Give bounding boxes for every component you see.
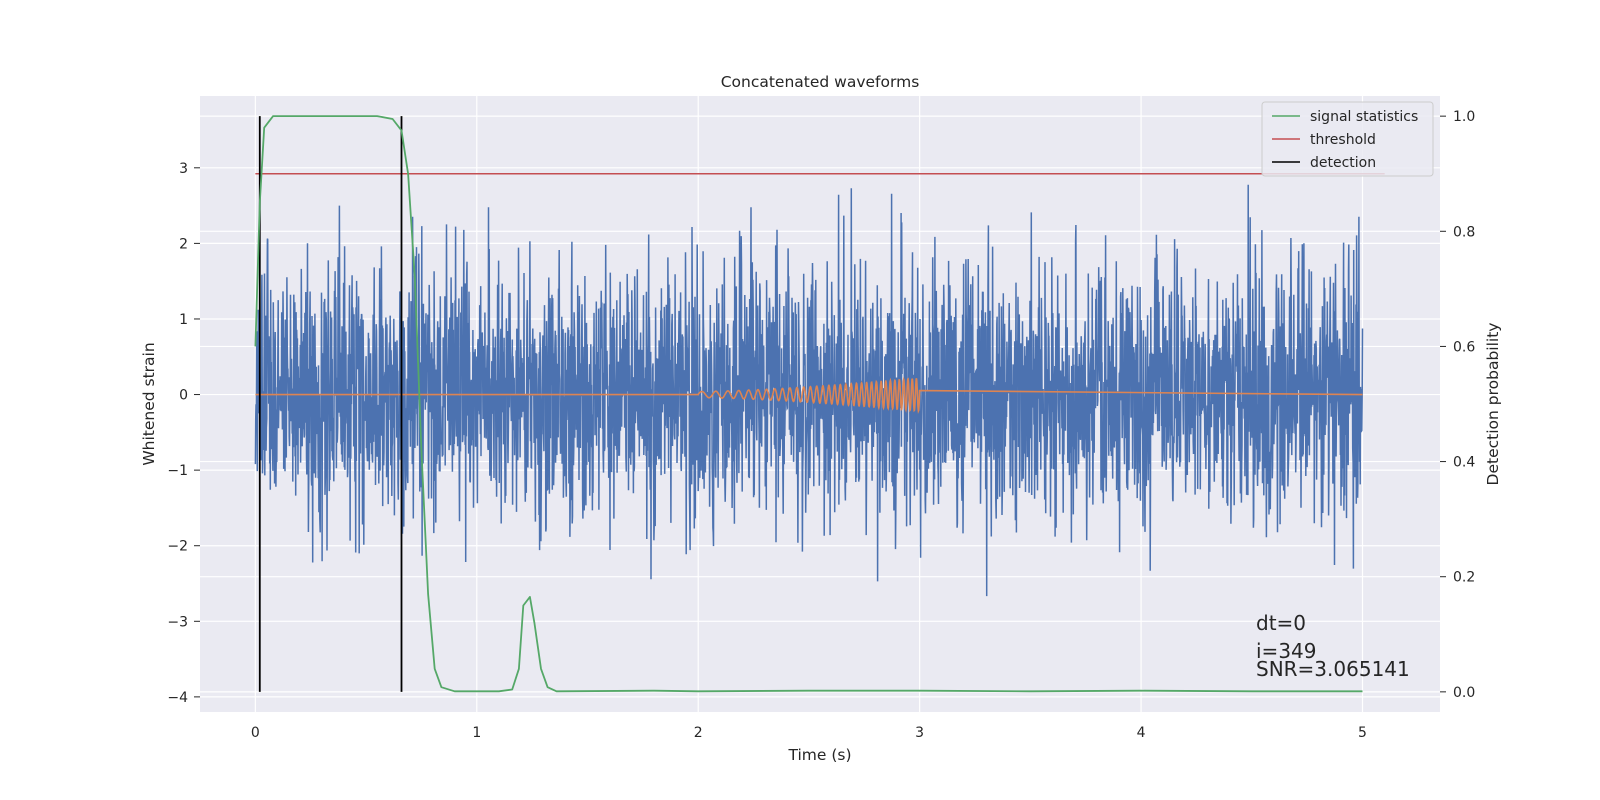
y-tick-label: 2 (179, 236, 188, 252)
y2-axis-label: Detection probability (1484, 323, 1502, 486)
y2-tick-label: 0.0 (1453, 685, 1475, 701)
x-tick-label: 0 (251, 725, 260, 741)
y2-tick-label: 0.4 (1453, 455, 1475, 471)
y-tick-label: −1 (167, 463, 188, 479)
y-axis-label: Whitened strain (140, 342, 158, 465)
y2-tick-label: 0.6 (1453, 339, 1475, 355)
legend-label-detection: detection (1310, 155, 1376, 171)
x-tick-label: 1 (472, 725, 481, 741)
x-axis-label: Time (s) (787, 746, 851, 764)
y-tick-label: 3 (179, 161, 188, 177)
y-tick-label: −3 (167, 614, 188, 630)
legend: signal statistics threshold detection (1262, 102, 1433, 176)
y2-tick-label: 0.8 (1453, 224, 1475, 240)
y2-tick-label: 1.0 (1453, 109, 1475, 125)
annotation-dt: dt=0 (1256, 611, 1306, 635)
chart-title: Concatenated waveforms (721, 73, 920, 91)
y-tick-label: 0 (179, 388, 188, 404)
chart-figure: 0 1 2 3 4 5 −4 −3 −2 −1 0 1 2 3 0.0 0.2 0.4 0.6 0.8 1.0 Con… (0, 0, 1600, 800)
y2-tick-label: 0.2 (1453, 570, 1475, 586)
y-tick-label: −4 (167, 690, 188, 706)
y-tick-label: 1 (179, 312, 188, 328)
x-tick-label: 2 (694, 725, 703, 741)
y-tick-label: −2 (167, 539, 188, 555)
x-tick-label: 5 (1358, 725, 1367, 741)
x-tick-label: 3 (915, 725, 924, 741)
legend-label-signal-statistics: signal statistics (1310, 109, 1418, 125)
annotation-snr: SNR=3.065141 (1256, 657, 1410, 681)
legend-label-threshold: threshold (1310, 132, 1376, 148)
x-tick-label: 4 (1137, 725, 1146, 741)
